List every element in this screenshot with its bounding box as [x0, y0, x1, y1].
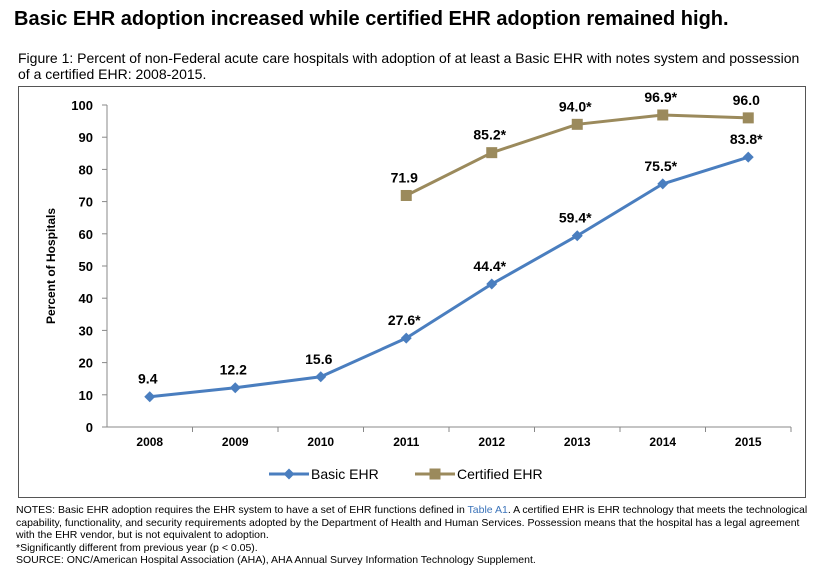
y-tick-label: 90: [79, 130, 93, 145]
basic-ehr-data-label: 15.6: [305, 351, 332, 367]
certified-ehr-point: [400, 189, 412, 201]
certified-ehr-data-label: 85.2*: [473, 127, 506, 143]
basic-ehr-legend-marker: [283, 468, 295, 480]
basic-ehr-data-label: 75.5*: [644, 158, 677, 174]
y-tick-label: 0: [86, 420, 93, 435]
x-tick-label: 2012: [478, 435, 505, 449]
chart-axes: 0 10 20 30 40 50 60 70 80 90 100 2008 2009 2010 2011 20…: [44, 98, 792, 449]
x-tick-label: 2009: [222, 435, 249, 449]
notes: NOTES: Basic EHR adoption requires the E…: [16, 504, 816, 567]
basic-ehr-point: [657, 178, 669, 190]
y-tick-label: 40: [79, 291, 93, 306]
certified-ehr-data-label: 96.9*: [644, 89, 677, 105]
x-tick-label: 2014: [649, 435, 676, 449]
chart-frame: 0 10 20 30 40 50 60 70 80 90 100 2008 2009 2010 2011 20…: [18, 86, 806, 498]
basic-ehr-data-label: 27.6*: [388, 312, 421, 328]
certified-ehr-point: [742, 112, 754, 124]
basic-ehr-data-label: 12.2: [220, 362, 247, 378]
certified-ehr-point: [657, 109, 669, 121]
basic-ehr-line: [149, 155, 749, 399]
figure-caption: Figure 1: Percent of non-Federal acute c…: [18, 50, 800, 82]
certified-ehr-point: [486, 147, 498, 159]
y-tick-label: 30: [79, 323, 93, 338]
basic-ehr-point: [315, 371, 327, 383]
basic-ehr-data-label: 59.4*: [559, 210, 592, 226]
chart-marks: 9.4 12.2 15.6 27.6* 44.4* 59.4* 75.5* 83.8* 71.9…: [138, 89, 763, 403]
certified-ehr-legend-marker: [429, 468, 441, 480]
basic-ehr-point: [144, 391, 156, 403]
x-tick-label: 2013: [564, 435, 591, 449]
line-chart: 0 10 20 30 40 50 60 70 80 90 100 2008 2009 2010 2011 20…: [44, 89, 792, 482]
basic-ehr-data-label: 83.8*: [730, 131, 763, 147]
basic-ehr-data-label: 9.4: [138, 371, 158, 387]
basic-ehr-point: [229, 382, 241, 394]
x-tick-label: 2008: [136, 435, 163, 449]
headline: Basic EHR adoption increased while certi…: [14, 8, 729, 30]
basic-ehr-point: [486, 278, 498, 290]
certified-ehr-legend-label: Certified EHR: [457, 466, 543, 482]
y-tick-label: 100: [71, 98, 93, 113]
notes-significance: *Significantly different from previous y…: [16, 541, 258, 554]
x-tick-label: 2015: [735, 435, 762, 449]
y-tick-label: 80: [79, 162, 93, 177]
certified-ehr-point: [571, 118, 583, 130]
notes-definition: NOTES: Basic EHR adoption requires the E…: [16, 504, 816, 542]
basic-ehr-point: [400, 332, 412, 344]
notes-text-end: . A certified EHR is EHR technology that…: [16, 504, 808, 542]
y-tick-label: 10: [79, 388, 93, 403]
basic-ehr-data-label: 44.4*: [473, 258, 506, 274]
certified-ehr-data-label: 94.0*: [559, 98, 592, 114]
y-tick-label: 60: [79, 227, 93, 242]
x-tick-label: 2010: [307, 435, 334, 449]
x-tick-label: 2011: [393, 435, 419, 449]
chart-legend: Basic EHR Certified EHR: [269, 466, 543, 482]
certified-ehr-data-label: 96.0: [733, 92, 760, 108]
basic-ehr-point: [742, 151, 754, 163]
table-a1-link[interactable]: Table A1: [467, 504, 508, 516]
notes-text-start: NOTES: Basic EHR adoption requires the E…: [16, 504, 468, 516]
y-tick-label: 70: [79, 195, 93, 210]
basic-ehr-legend-label: Basic EHR: [311, 466, 379, 482]
certified-ehr-data-label: 71.9: [391, 169, 418, 185]
y-axis-label: Percent of Hospitals: [44, 208, 58, 324]
notes-source: SOURCE: ONC/American Hospital Associatio…: [16, 554, 536, 567]
y-tick-label: 50: [79, 259, 93, 274]
basic-ehr-point: [571, 230, 583, 242]
y-tick-label: 20: [79, 356, 93, 371]
